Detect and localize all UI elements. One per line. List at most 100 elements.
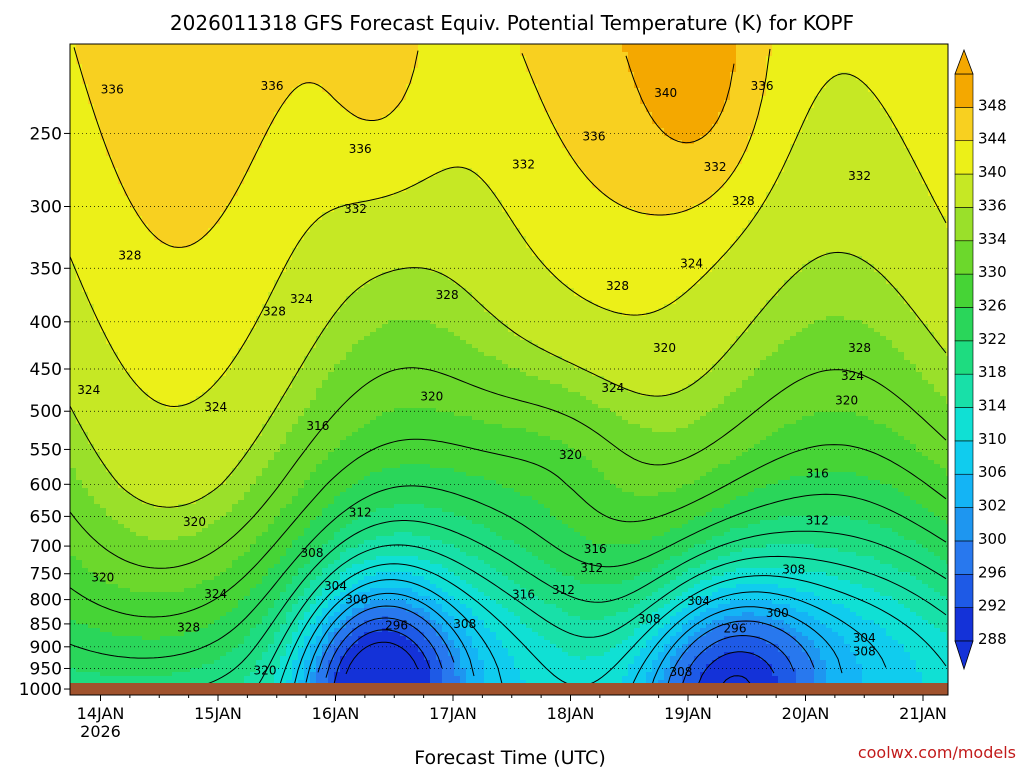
x-tick-label: 14JAN bbox=[77, 704, 125, 723]
contour-line bbox=[70, 485, 947, 659]
contour-label: 324 bbox=[680, 257, 703, 271]
contour-label: 320 bbox=[559, 448, 582, 462]
colorbar-swatch bbox=[954, 73, 974, 108]
colorbar-swatch bbox=[954, 173, 974, 208]
contour-label: 320 bbox=[254, 664, 277, 678]
contour-label: 308 bbox=[669, 665, 692, 679]
y-tick-label: 700 bbox=[30, 537, 62, 557]
colorbar-label: 302 bbox=[978, 497, 1007, 515]
contour-label: 328 bbox=[118, 248, 141, 262]
contour-label: 300 bbox=[766, 606, 789, 620]
colorbar-swatch bbox=[954, 240, 974, 275]
colorbar-top-arrow bbox=[954, 48, 974, 75]
theta-e-field bbox=[70, 44, 948, 695]
colorbar-swatch bbox=[954, 607, 974, 642]
contour-label: 328 bbox=[436, 288, 459, 302]
x-tick-label: 16JAN bbox=[312, 704, 360, 723]
contour-line bbox=[70, 251, 947, 508]
colorbar-bottom-arrow bbox=[954, 640, 974, 671]
contour-label: 328 bbox=[848, 341, 871, 355]
x-tick-label: 21JAN bbox=[899, 704, 947, 723]
colorbar-label: 306 bbox=[978, 463, 1007, 481]
contour-label: 308 bbox=[453, 617, 476, 631]
contour-label: 320 bbox=[653, 341, 676, 355]
y-tick-label: 800 bbox=[30, 591, 62, 611]
contour-lines bbox=[70, 47, 947, 694]
contour-line bbox=[345, 641, 751, 686]
colorbar-swatch bbox=[954, 507, 974, 542]
contour-label: 320 bbox=[91, 570, 114, 584]
contour-label: 308 bbox=[638, 612, 661, 626]
contour-line bbox=[70, 367, 947, 569]
contour-label: 324 bbox=[601, 381, 624, 395]
contour-label: 324 bbox=[290, 292, 313, 306]
colorbar-label: 340 bbox=[978, 163, 1007, 181]
contour-label: 324 bbox=[204, 587, 227, 601]
contour-label: 296 bbox=[385, 618, 408, 632]
contour-label: 312 bbox=[552, 583, 575, 597]
contour-label: 332 bbox=[704, 160, 727, 174]
y-tick-label: 400 bbox=[30, 313, 62, 333]
contour-label: 316 bbox=[512, 588, 535, 602]
contour-label: 300 bbox=[345, 593, 368, 607]
y-tick-label: 550 bbox=[30, 440, 62, 460]
contour-label: 316 bbox=[806, 466, 829, 480]
colorbar-label: 334 bbox=[978, 230, 1007, 248]
y-tick-label: 250 bbox=[30, 124, 62, 144]
y-axis: 250 300 350 400 450 500 550 600 650 700 750 800 850 9… bbox=[19, 124, 70, 700]
contour-label: 312 bbox=[580, 561, 603, 575]
colorbar-label: 310 bbox=[978, 430, 1007, 448]
contour-label: 308 bbox=[301, 546, 324, 560]
contour-label: 312 bbox=[806, 514, 829, 528]
colorbar-swatch bbox=[954, 107, 974, 142]
y-tick-label: 450 bbox=[30, 360, 62, 380]
contour-label: 296 bbox=[724, 622, 747, 636]
contour-label: 336 bbox=[261, 79, 284, 93]
contour-label: 328 bbox=[606, 279, 629, 293]
contour-line bbox=[625, 55, 735, 144]
colorbar-label: 322 bbox=[978, 330, 1007, 348]
contour-label: 336 bbox=[583, 130, 606, 144]
colorbar-label: 300 bbox=[978, 530, 1007, 548]
y-tick-label: 750 bbox=[30, 565, 62, 585]
y-tick-label: 500 bbox=[30, 402, 62, 422]
contour-label: 320 bbox=[420, 390, 443, 404]
colorbar-swatch bbox=[954, 373, 974, 408]
x-tick-year: 2026 bbox=[80, 722, 121, 741]
y-tick-label: 1000 bbox=[19, 680, 62, 700]
contour-label: 320 bbox=[183, 515, 206, 529]
contour-label: 304 bbox=[687, 594, 710, 608]
contour-line bbox=[253, 544, 947, 692]
y-tick-label: 350 bbox=[30, 259, 62, 279]
y-tick-label: 950 bbox=[30, 659, 62, 679]
contour-label: 332 bbox=[344, 202, 367, 216]
contour-label: 324 bbox=[841, 369, 864, 383]
colorbar-label: 296 bbox=[978, 563, 1007, 581]
contour-line bbox=[70, 73, 947, 408]
contour-line bbox=[73, 47, 771, 248]
contour-label: 324 bbox=[204, 400, 227, 414]
contour-line bbox=[333, 629, 775, 686]
colorbar-swatch bbox=[954, 573, 974, 608]
x-axis: 14JAN 15JAN 16JAN 17JAN 18JAN 19JAN 20JAN 21JAN… bbox=[77, 695, 947, 741]
contour-line bbox=[277, 563, 947, 692]
colorbar-swatch bbox=[954, 307, 974, 342]
colorbar-swatch bbox=[954, 473, 974, 508]
contour-label: 316 bbox=[584, 542, 607, 556]
colorbar-label: 318 bbox=[978, 363, 1007, 381]
contour-label: 328 bbox=[732, 194, 755, 208]
contour-line bbox=[317, 605, 815, 692]
contour-label: 336 bbox=[349, 142, 372, 156]
contour-label: 332 bbox=[848, 169, 871, 183]
contour-label: 340 bbox=[654, 86, 677, 100]
contour-line bbox=[293, 579, 887, 691]
colorbar-label: 292 bbox=[978, 597, 1007, 615]
colorbar-label: 326 bbox=[978, 297, 1007, 315]
colorbar-swatch bbox=[954, 340, 974, 375]
contour-label: 320 bbox=[835, 394, 858, 408]
colorbar-label: 336 bbox=[978, 196, 1007, 214]
colorbar-label: 314 bbox=[978, 397, 1007, 415]
credit-text: coolwx.com/models bbox=[858, 743, 1016, 762]
contour-labels: 336 336 336 336 340 336 332 332 332 332 328 328 328 3… bbox=[77, 79, 875, 679]
